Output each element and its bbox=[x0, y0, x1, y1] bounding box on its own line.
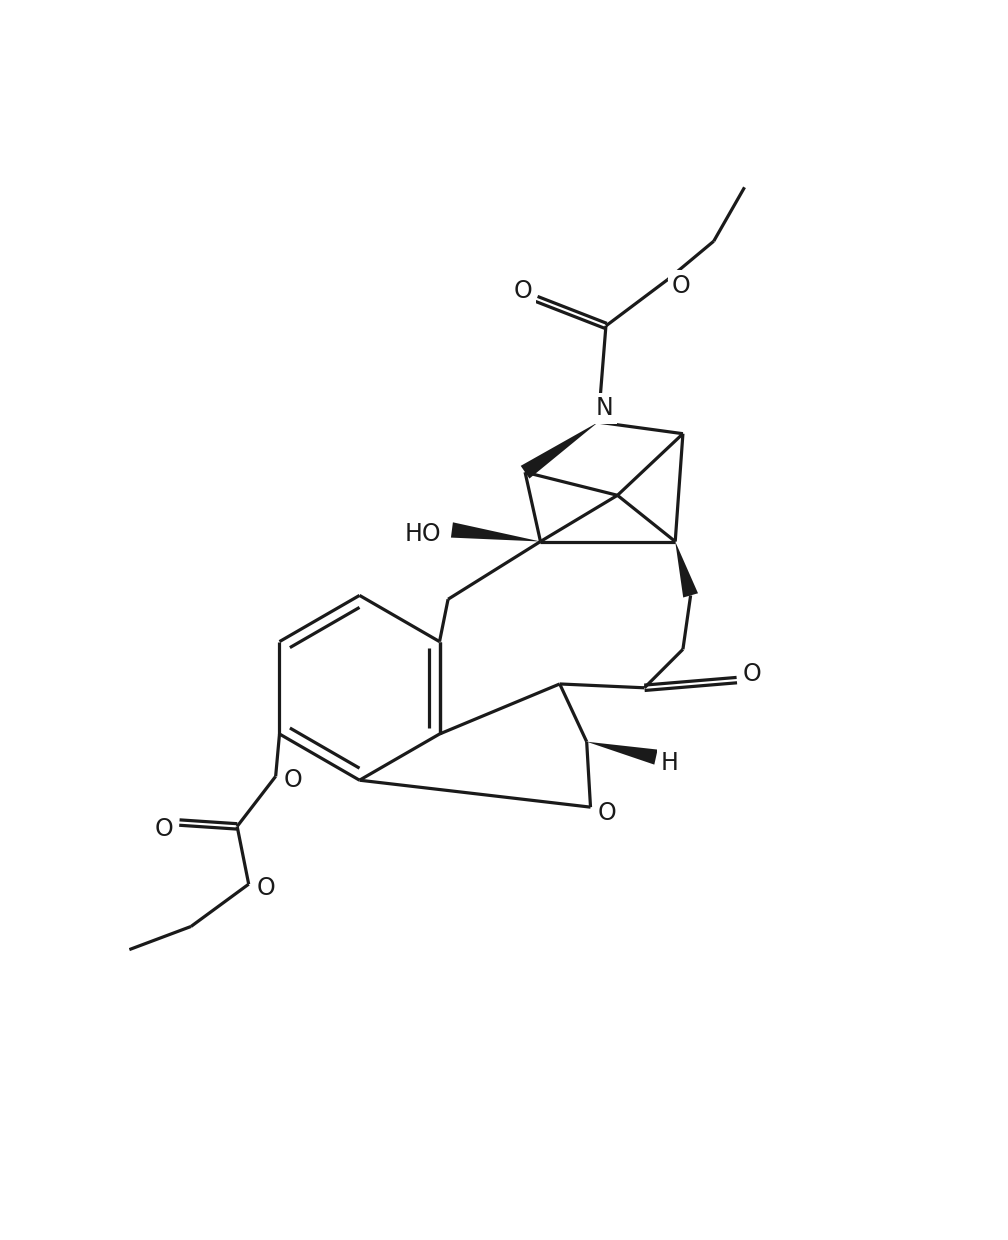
Polygon shape bbox=[587, 742, 657, 765]
Polygon shape bbox=[521, 422, 598, 479]
Polygon shape bbox=[451, 522, 540, 542]
Text: O: O bbox=[672, 274, 690, 298]
Text: O: O bbox=[283, 769, 302, 792]
Text: HO: HO bbox=[405, 522, 442, 546]
Text: O: O bbox=[154, 817, 173, 841]
Text: O: O bbox=[598, 801, 617, 826]
Polygon shape bbox=[675, 542, 698, 598]
Text: O: O bbox=[256, 875, 275, 900]
Text: H: H bbox=[661, 751, 678, 775]
Text: O: O bbox=[743, 662, 762, 686]
Text: O: O bbox=[513, 279, 532, 304]
Text: N: N bbox=[596, 397, 613, 420]
